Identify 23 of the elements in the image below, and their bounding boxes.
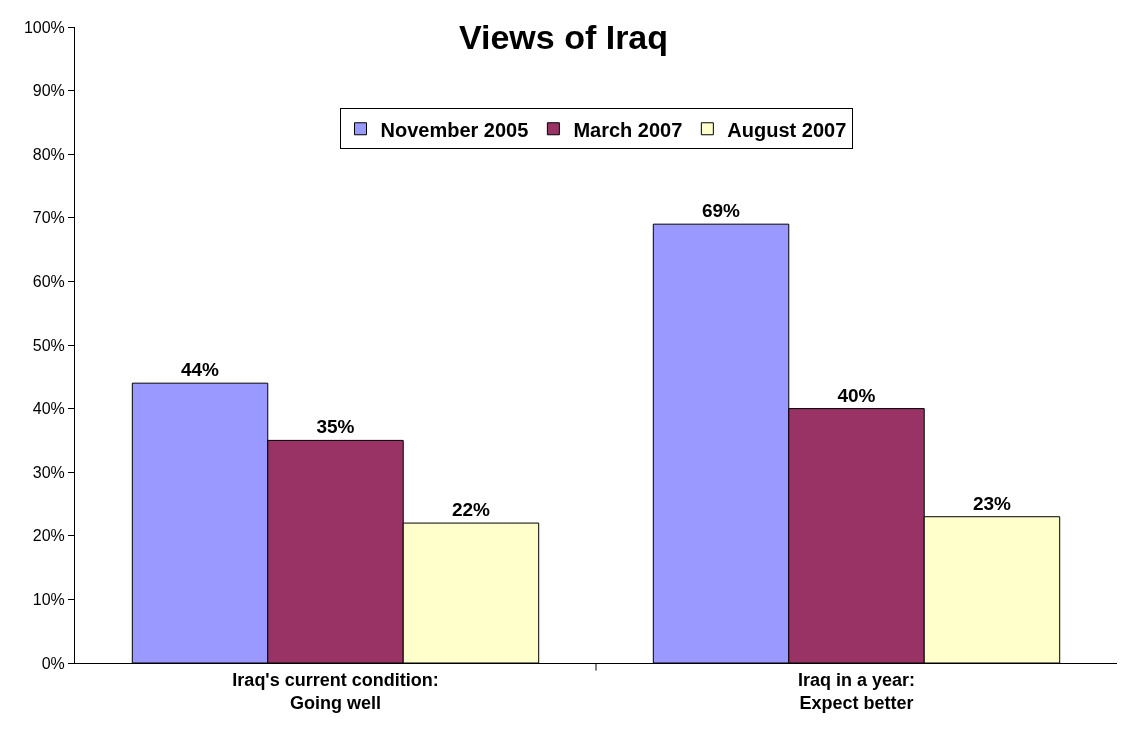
x-tick-label: Iraq's current condition: Going well <box>232 669 439 713</box>
data-label: 40% <box>837 384 876 406</box>
legend-label: November 2005 <box>380 118 529 141</box>
y-tick-label: 30% <box>32 463 65 481</box>
y-tick-label: 10% <box>32 591 65 608</box>
data-label: 44% <box>180 359 220 381</box>
y-tick-label: 100% <box>23 18 65 36</box>
y-tick-label: 60% <box>32 273 65 290</box>
data-label: 22% <box>451 499 491 521</box>
y-tick-label: 0% <box>41 654 65 672</box>
y-tick-label: 90% <box>32 82 65 100</box>
data-label: 69% <box>701 200 741 222</box>
y-tick-label: 80% <box>32 145 65 163</box>
y-tick-label: 70% <box>32 209 65 227</box>
data-label: 23% <box>972 492 1012 514</box>
y-tick-label: 50% <box>32 336 65 354</box>
legend-label: August 2007 <box>727 118 847 141</box>
x-tick-label: Iraq in a year: Expect better <box>797 669 916 713</box>
y-tick-label: 40% <box>32 400 65 418</box>
legend-label: March 2007 <box>573 118 683 141</box>
y-tick-label: 20% <box>32 527 65 545</box>
chart-title: Views of Iraq <box>458 17 669 56</box>
data-label: 35% <box>316 416 355 438</box>
